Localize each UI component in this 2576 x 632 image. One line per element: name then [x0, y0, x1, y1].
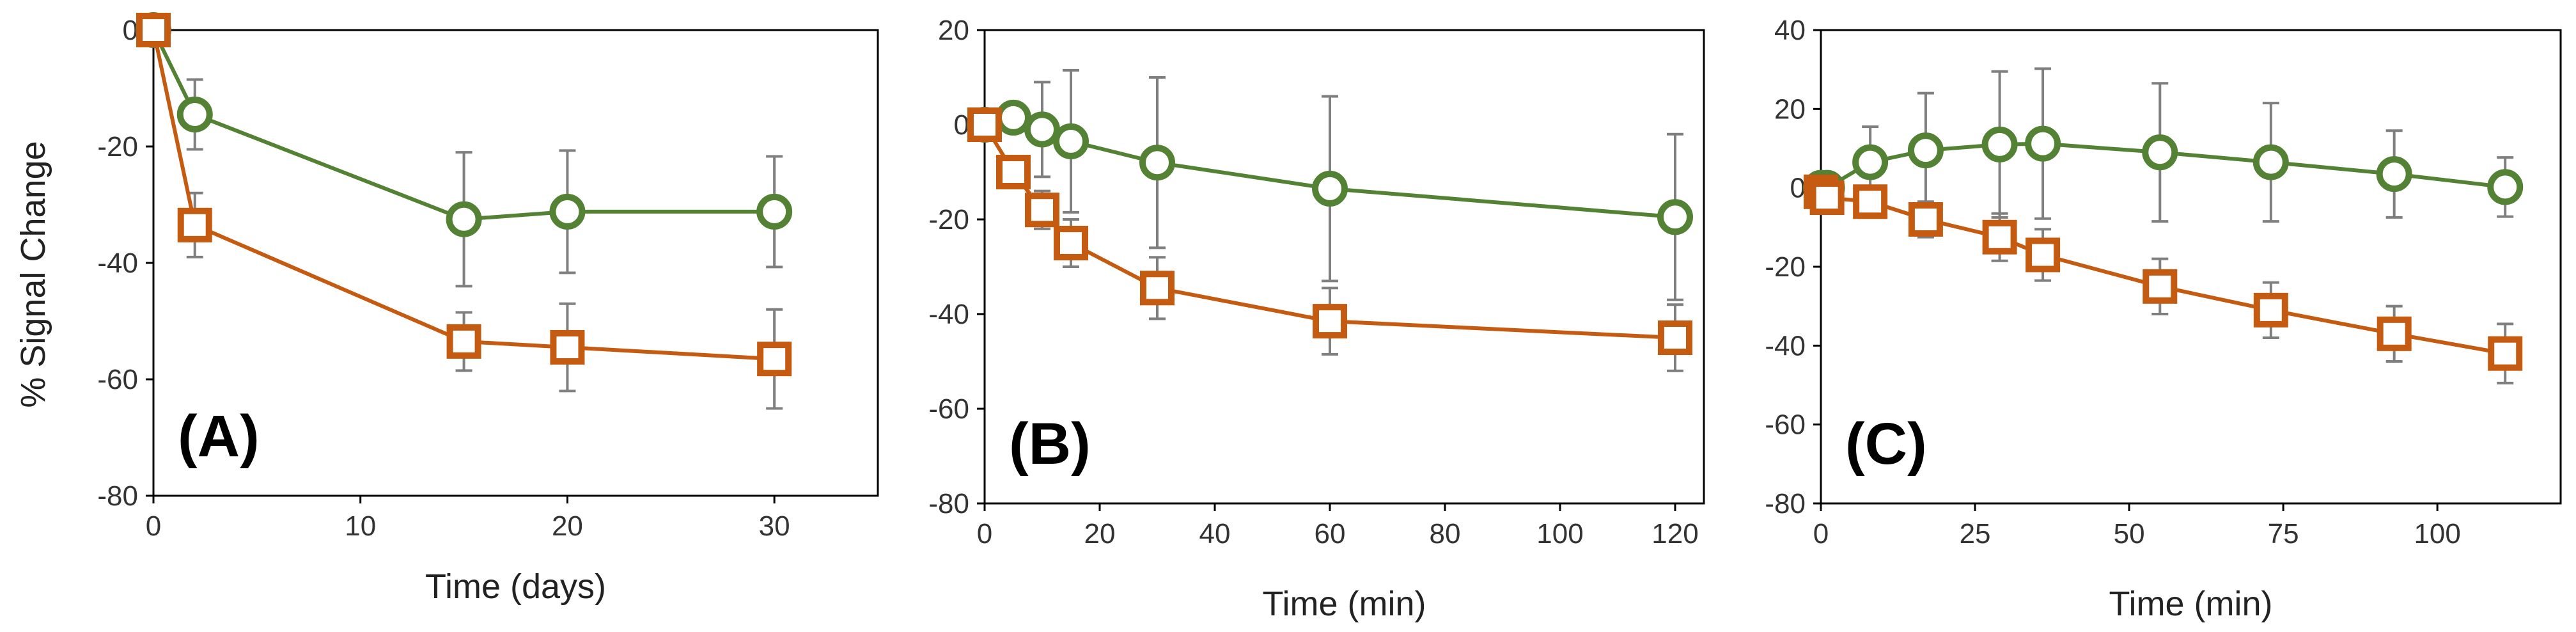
data-point-circle: [1024, 111, 1060, 148]
data-point-square: [550, 329, 585, 365]
data-point-circle: [756, 193, 793, 230]
data-point-circle: [1852, 144, 1889, 180]
data-point-circle: [995, 99, 1031, 136]
y-tick-label: 20: [1774, 93, 1806, 125]
data-point-square: [2143, 269, 2178, 304]
data-point-circle: [2376, 156, 2412, 193]
data-point-circle: [446, 201, 482, 237]
y-tick-label: -60: [928, 393, 969, 425]
data-point-circle: [2487, 169, 2524, 205]
y-tick-label: -80: [1765, 488, 1806, 519]
data-point-circle: [2025, 125, 2061, 162]
series-orange-squares: [1804, 174, 2523, 384]
data-point-circle: [2142, 134, 2178, 171]
data-point-square: [1809, 180, 1845, 216]
y-tick-label: -60: [97, 364, 138, 395]
data-point-square: [1140, 271, 1175, 306]
panel-label: (B): [1009, 411, 1091, 477]
y-tick-label: 20: [938, 15, 969, 46]
series-green-circles: [967, 68, 1693, 301]
x-tick-label: 50: [2114, 518, 2145, 549]
y-axis-title: % Signal Change: [14, 141, 52, 407]
plot-area-border: [983, 29, 1705, 505]
y-tick-label: -40: [928, 299, 969, 330]
x-tick-label: 120: [1651, 518, 1698, 549]
data-point-circle: [1139, 145, 1175, 181]
series-green-circles: [136, 12, 793, 288]
x-tick-label: 20: [1084, 518, 1116, 549]
data-point-square: [1054, 226, 1088, 260]
x-tick-label: 40: [1199, 518, 1231, 549]
data-point-circle: [549, 193, 586, 230]
x-tick-label: 20: [552, 510, 583, 542]
y-tick-label: -60: [1765, 409, 1806, 441]
y-tick-label: -20: [1765, 251, 1806, 283]
data-point-square: [136, 13, 171, 47]
series-line: [1821, 141, 2506, 190]
data-point-square: [1853, 184, 1888, 219]
y-tick-label: 40: [1774, 15, 1806, 46]
x-tick-label: 100: [2414, 518, 2460, 549]
y-tick-label: 0: [123, 15, 138, 46]
data-point-circle: [1053, 123, 1089, 159]
panel-label: (C): [1845, 411, 1927, 477]
data-point-circle: [1657, 199, 1693, 235]
data-point-square: [1313, 304, 1347, 339]
x-tick-label: 75: [2268, 518, 2299, 549]
x-tick-label: 0: [146, 510, 161, 542]
x-axis-title: Time (min): [2109, 585, 2273, 623]
panel-b: 20 0 -20 -40 -60 -80 0 20 40 60 80 100 120 Time (min)…: [928, 15, 1705, 623]
data-point-circle: [1981, 126, 2018, 162]
data-point-circle: [176, 96, 213, 132]
series-orange-squares: [967, 107, 1692, 372]
data-point-square: [996, 155, 1031, 189]
y-tick-label: -80: [928, 488, 969, 519]
data-point-square: [2377, 316, 2412, 351]
data-point-square: [1025, 193, 1059, 228]
series-line: [1819, 190, 2506, 356]
y-tick-label: 0: [954, 109, 969, 141]
x-tick-label: 30: [759, 510, 790, 542]
x-tick-label: 0: [977, 518, 992, 549]
data-point-square: [446, 324, 481, 359]
data-point-square: [1658, 320, 1692, 355]
data-point-square: [757, 342, 792, 377]
data-point-circle: [2252, 144, 2289, 180]
x-tick-label: 0: [1813, 518, 1829, 549]
data-point-square: [2488, 336, 2523, 371]
x-axis-title: Time (days): [425, 567, 606, 606]
y-tick-label: 0: [1790, 173, 1806, 204]
series-orange-squares: [136, 13, 792, 410]
y-tick-label: -20: [928, 204, 969, 235]
y-tick-label: -20: [97, 131, 138, 162]
data-point-square: [1982, 219, 2017, 255]
data-point-square: [177, 207, 212, 242]
x-tick-label: 10: [345, 510, 376, 542]
series-green-circles: [1803, 67, 2524, 223]
x-tick-label: 60: [1315, 518, 1346, 549]
x-axis-title: Time (min): [1263, 585, 1426, 623]
data-point-square: [2253, 292, 2288, 328]
x-tick-label: 25: [1960, 518, 1991, 549]
data-point-square: [1908, 202, 1943, 237]
plot-area-border: [152, 29, 879, 497]
y-tick-label: -40: [1765, 330, 1806, 361]
data-point-square: [2026, 237, 2061, 273]
y-tick-label: -40: [97, 248, 138, 279]
data-point-circle: [1907, 132, 1944, 169]
data-point-circle: [1312, 170, 1348, 207]
y-tick-label: -80: [97, 480, 138, 512]
x-tick-label: 80: [1430, 518, 1461, 549]
x-tick-label: 100: [1536, 518, 1583, 549]
plot-area-border: [1820, 29, 2562, 505]
panel-label: (A): [178, 404, 260, 469]
data-point-square: [967, 107, 1002, 142]
